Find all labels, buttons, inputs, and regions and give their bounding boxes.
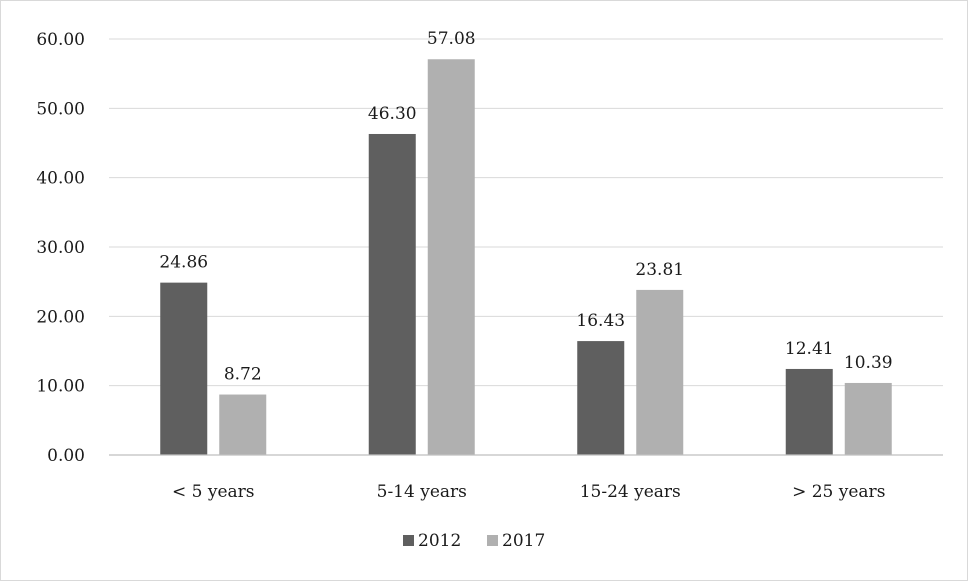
y-axis-tick-labels: 0.00 10.00 20.00 30.00 40.00 50.00 60.00: [36, 30, 85, 466]
bar-2012-3: [785, 368, 833, 455]
y-tick-label: 50.00: [36, 99, 85, 119]
y-tick-label: 10.00: [36, 377, 85, 397]
data-label: 23.81: [635, 260, 684, 280]
bar-2017-0: [219, 394, 267, 455]
legend-swatch-2012: [403, 535, 414, 546]
legend-swatch-2017: [487, 535, 498, 546]
data-label: 57.08: [427, 29, 476, 49]
bar-2017-1: [427, 59, 475, 456]
data-label: 10.39: [844, 353, 893, 373]
x-category-label: < 5 years: [172, 482, 255, 502]
y-tick-label: 0.00: [47, 446, 85, 466]
x-category-label: 15-24 years: [580, 482, 681, 502]
bars: [160, 59, 892, 456]
legend: 2012 2017: [403, 531, 545, 551]
x-category-label: 5-14 years: [377, 482, 467, 502]
legend-label-2012: 2012: [418, 531, 461, 551]
data-label: 24.86: [159, 253, 208, 273]
bar-2017-2: [636, 289, 684, 455]
bar-2017-3: [844, 382, 892, 455]
legend-label-2017: 2017: [502, 531, 545, 551]
data-label: 12.41: [785, 339, 834, 359]
data-label: 46.30: [368, 104, 417, 124]
data-label: 8.72: [224, 365, 262, 385]
y-tick-label: 60.00: [36, 30, 85, 50]
bar-2012-1: [368, 133, 416, 455]
data-labels: 24.86 8.72 46.30 57.08 16.43 23.81 12.41 10.39: [159, 29, 892, 384]
x-category-label: > 25 years: [792, 482, 885, 502]
bar-2012-0: [160, 282, 208, 455]
gridlines: [109, 38, 943, 387]
x-axis: < 5 years 5-14 years 15-24 years > 25 years: [109, 454, 943, 502]
y-tick-label: 40.00: [36, 169, 85, 189]
y-tick-label: 30.00: [36, 238, 85, 258]
y-tick-label: 20.00: [36, 307, 85, 327]
data-label: 16.43: [576, 311, 625, 331]
bar-2012-2: [577, 341, 625, 455]
